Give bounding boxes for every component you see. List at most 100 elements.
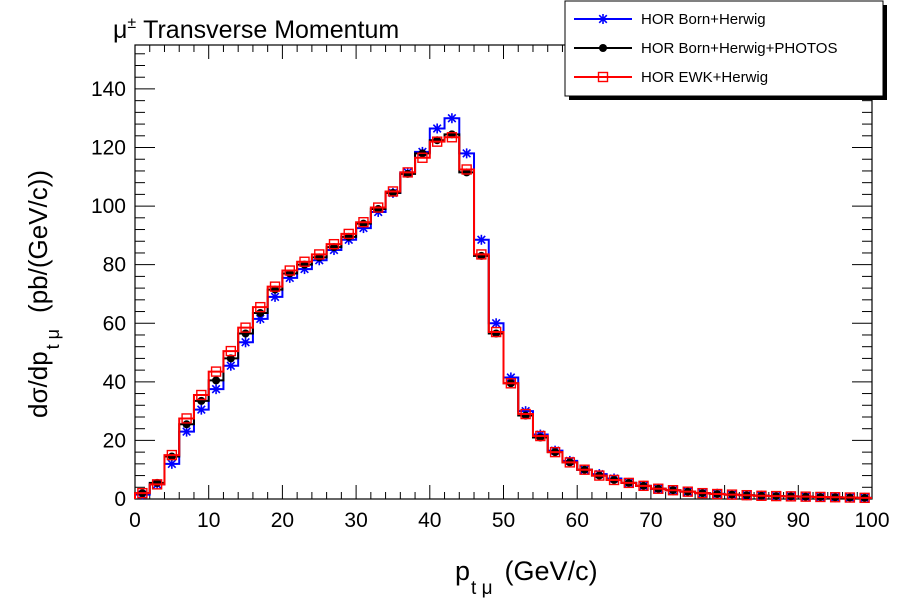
data-point (417, 152, 428, 163)
legend-marker (597, 71, 609, 83)
data-point (241, 329, 250, 338)
data-point (682, 486, 693, 497)
chart-title: μ± Transverse Momentum (113, 15, 399, 44)
data-point (151, 479, 163, 490)
data-point (726, 489, 738, 500)
data-point (756, 490, 767, 501)
data-point (505, 378, 517, 389)
data-point (461, 164, 472, 175)
data-point (461, 148, 472, 159)
x-tick-label: 30 (344, 509, 367, 532)
data-point (476, 234, 487, 245)
x-tick-label: 40 (418, 509, 441, 532)
data-point (240, 337, 251, 348)
y-tick-label: 40 (103, 371, 126, 394)
data-point (859, 492, 870, 504)
y-tick-label: 140 (91, 78, 126, 101)
x-tick-label: 80 (713, 509, 736, 532)
data-point (402, 167, 413, 178)
data-point (181, 413, 192, 424)
data-point (226, 354, 235, 363)
data-point (712, 488, 723, 500)
data-point (137, 487, 148, 499)
data-point (520, 408, 531, 420)
title-sup: ± (127, 15, 136, 32)
data-point (328, 238, 340, 250)
x-tick-label: 70 (639, 509, 662, 532)
data-point (844, 492, 856, 503)
data-point (653, 483, 664, 494)
plot-frame (134, 44, 873, 500)
series-3 (134, 132, 872, 504)
data-point (256, 309, 265, 318)
data-point (212, 376, 221, 385)
data-point (269, 281, 281, 292)
legend-label: HOR Born+Herwig (641, 11, 766, 28)
data-point (196, 389, 207, 401)
data-point (255, 301, 266, 313)
data-point (815, 491, 826, 503)
x-tick-label: 60 (566, 509, 589, 532)
data-point (210, 366, 222, 377)
data-point (446, 113, 457, 124)
x-tick-label: 20 (271, 509, 294, 532)
xlabel-sub: t μ (471, 578, 493, 599)
legend-marker (598, 14, 608, 24)
data-point (741, 489, 752, 501)
x-tick-label: 10 (197, 509, 220, 532)
data-point (387, 186, 399, 197)
data-point (800, 491, 811, 502)
data-point (564, 457, 576, 468)
data-point (211, 384, 222, 395)
data-point (299, 256, 310, 267)
data-point (579, 464, 590, 475)
data-point (358, 217, 369, 228)
x-tick-label: 90 (787, 509, 810, 532)
data-point (343, 228, 354, 240)
data-point (638, 480, 649, 492)
data-point (667, 485, 679, 496)
data-point (829, 492, 841, 503)
xlabel-unit: (GeV/c) (505, 556, 598, 586)
series-2 (134, 130, 872, 502)
x-tick-label: 100 (854, 509, 889, 532)
data-point (314, 249, 325, 260)
data-point (196, 404, 207, 415)
data-point (225, 345, 237, 357)
ylabel-main: dσ/dp (23, 351, 53, 418)
data-point (182, 420, 191, 429)
x-tick-label: 50 (492, 509, 515, 532)
y-axis-label: dσ/dpt μ (pb/(GeV/c)) (23, 170, 63, 418)
legend-marker (599, 44, 607, 52)
data-point (432, 123, 443, 134)
data-point (284, 265, 295, 276)
data-point (373, 202, 384, 213)
data-point (431, 136, 443, 147)
series-line (134, 133, 872, 499)
ylabel-sub: t μ (43, 329, 63, 349)
data-point (770, 490, 782, 502)
data-point (535, 430, 546, 442)
data-point (197, 396, 206, 405)
data-point (240, 322, 251, 333)
x-axis-label: pt μ (GeV/c) (455, 556, 598, 599)
title-prefix: μ (113, 16, 127, 44)
y-tick-label: 120 (91, 137, 126, 160)
data-point (594, 470, 605, 481)
series-line (134, 117, 872, 499)
series-1 (134, 113, 872, 503)
data-point (608, 474, 620, 486)
legend-label: HOR EWK+Herwig (641, 69, 768, 86)
data-point (181, 426, 192, 437)
series-line (134, 136, 872, 499)
y-tick-label: 60 (103, 312, 126, 335)
data-point (623, 477, 634, 489)
data-point (490, 326, 502, 338)
ylabel-unit: (pb/(GeV/c)) (23, 170, 53, 313)
data-point (549, 446, 561, 458)
legend: HOR Born+Herwig HOR Born+Herwig+PHOTOS HOR… (564, 0, 887, 100)
x-tick-label: 0 (129, 509, 141, 532)
legend-label: HOR Born+Herwig+PHOTOS (641, 40, 837, 57)
title-rest: Transverse Momentum (136, 16, 399, 44)
